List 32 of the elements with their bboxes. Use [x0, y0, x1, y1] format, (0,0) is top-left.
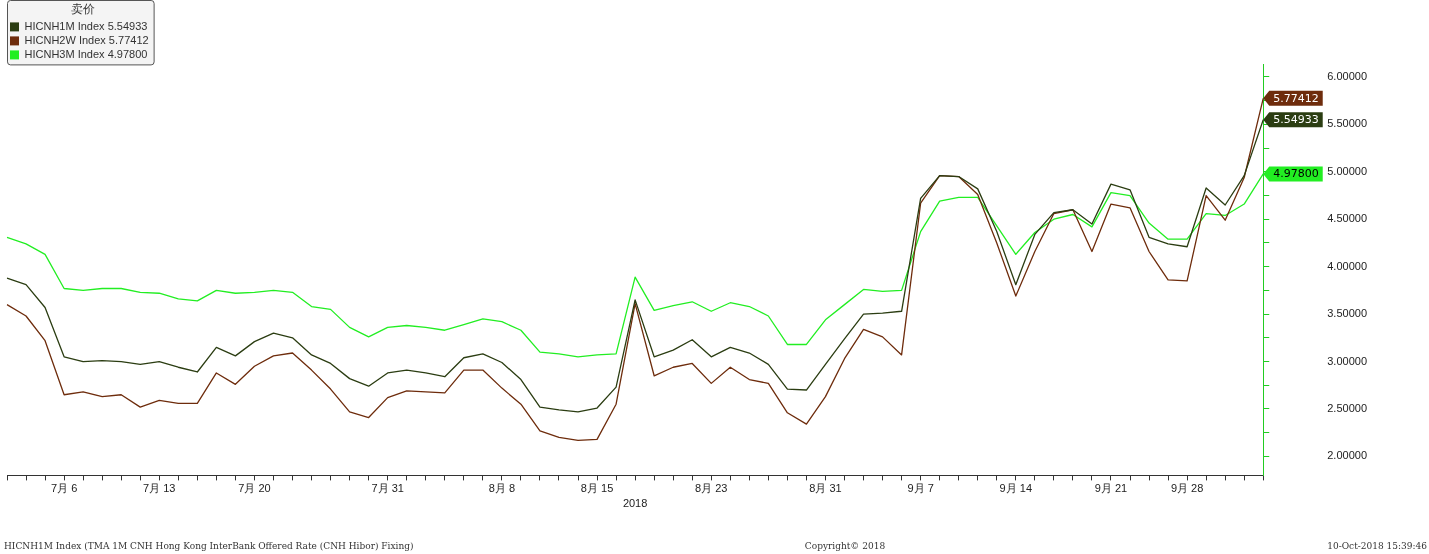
x-tick-label: 9月 7: [907, 482, 934, 495]
x-tick-label: 8月 23: [695, 482, 728, 495]
legend-label: HICNH1M Index 5.54933: [24, 19, 148, 32]
y-tick-label: 5.50000: [1327, 117, 1367, 130]
y-tick-label: 3.50000: [1327, 307, 1367, 320]
x-tick-label: 9月 28: [1170, 482, 1204, 495]
x-tick-label: 8月 15: [580, 482, 614, 495]
legend-label: HICNH2W Index 5.77412: [24, 33, 149, 46]
data-label: 4.97800: [1273, 167, 1319, 181]
y-tick-label: 2.00000: [1327, 449, 1367, 462]
x-tick-label: 9月 21: [1094, 482, 1128, 495]
data-label: 5.54933: [1273, 113, 1319, 127]
x-axis-title: 2018: [622, 497, 648, 510]
y-tick-label: 4.00000: [1327, 259, 1367, 272]
x-tick-label: 8月 8: [488, 482, 516, 495]
x-tick-label: 7月 6: [50, 482, 78, 495]
y-tick-label: 2.50000: [1327, 402, 1367, 415]
y-tick-label: 3.00000: [1327, 354, 1367, 367]
y-tick-label: 5.00000: [1327, 164, 1367, 177]
data-label: 5.77412: [1273, 91, 1319, 105]
x-tick-label: 8月 31: [809, 482, 842, 495]
x-tick-label: 7月 13: [143, 482, 176, 495]
x-tick-label: 7月 31: [371, 482, 404, 495]
text: 10-Oct-2018 15:39:46: [1327, 541, 1427, 551]
legend-label: HICNH3M Index 4.97800: [24, 47, 148, 60]
y-tick-label: 4.50000: [1327, 212, 1367, 225]
x-tick-label: 9月 14: [999, 482, 1033, 495]
x-tick-label: 7月 20: [238, 482, 271, 495]
text: HICNH1M Index (TMA 1M CNH Hong Kong InterBank Offered Rate (CNH Hibor) Fixing): [4, 541, 414, 551]
y-tick-label: 6.00000: [1327, 69, 1367, 82]
text: Copyright© 2018: [804, 541, 886, 551]
legend-title: 卖价: [70, 2, 95, 17]
